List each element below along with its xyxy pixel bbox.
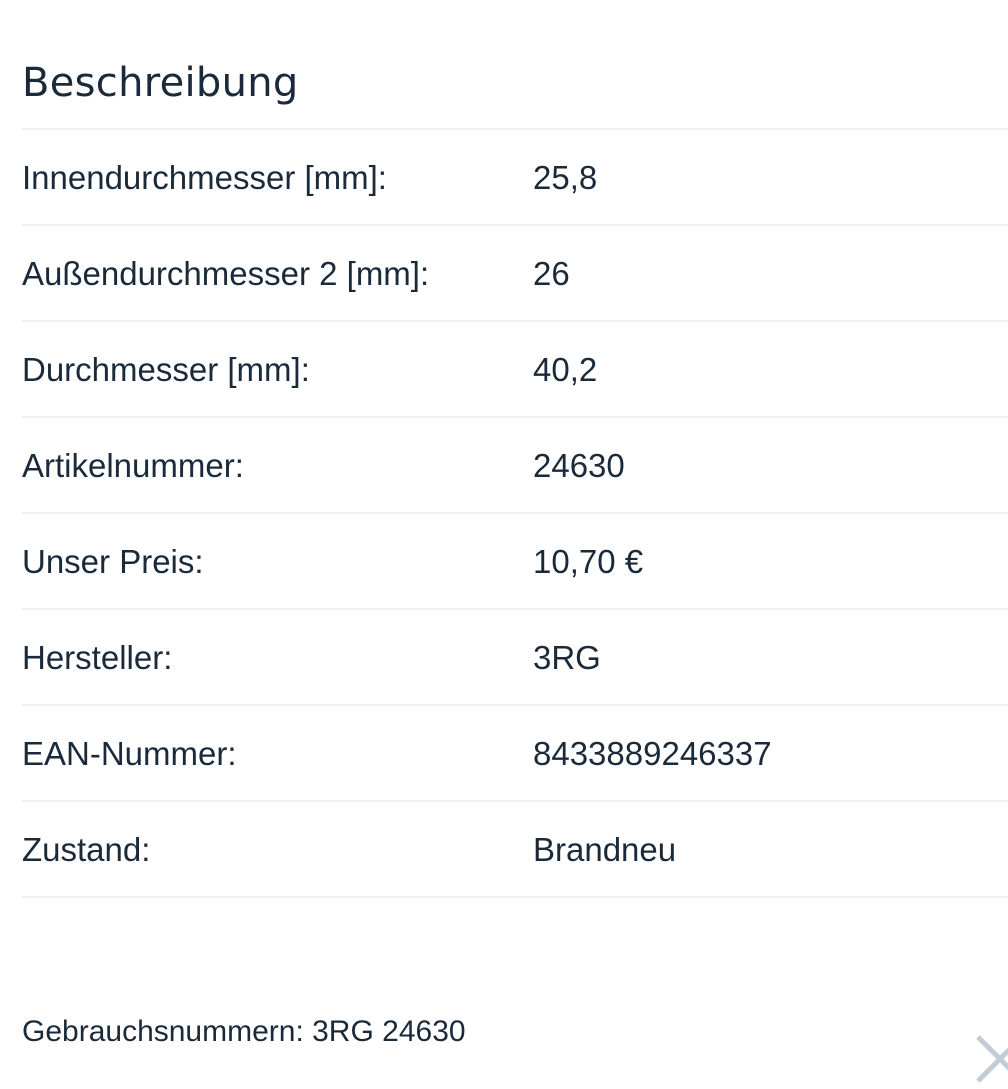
- spec-value: 40,2: [533, 351, 598, 388]
- spec-row-price: Unser Preis: 10,70 €: [22, 514, 1008, 610]
- spec-label: Artikelnummer:: [22, 447, 244, 484]
- spec-row-manufacturer: Hersteller: 3RG: [22, 610, 1008, 706]
- spec-row-diameter: Durchmesser [mm]: 40,2: [22, 322, 1008, 418]
- spec-row-outer-diameter-2: Außendurchmesser 2 [mm]: 26: [22, 226, 1008, 322]
- section-title: Beschreibung: [22, 60, 299, 106]
- spec-row-article-number: Artikelnummer: 24630: [22, 418, 1008, 514]
- spec-label: Außendurchmesser 2 [mm]:: [22, 255, 430, 292]
- spec-value: 24630: [533, 447, 625, 484]
- spec-table: Innendurchmesser [mm]: 25,8 Außendurchme…: [22, 128, 1008, 898]
- spec-label: EAN-Nummer:: [22, 735, 237, 772]
- spec-value: 8433889246337: [533, 735, 772, 772]
- spec-row-inner-diameter: Innendurchmesser [mm]: 25,8: [22, 130, 1008, 226]
- spec-value: Brandneu: [533, 831, 677, 868]
- spec-row-condition: Zustand: Brandneu: [22, 802, 1008, 898]
- spec-value: 26: [533, 255, 570, 292]
- close-icon[interactable]: [975, 1034, 1008, 1084]
- spec-label: Unser Preis:: [22, 543, 204, 580]
- usage-numbers: Gebrauchsnummern: 3RG 24630: [22, 1015, 466, 1048]
- spec-label: Innendurchmesser [mm]:: [22, 159, 387, 196]
- spec-value: 3RG: [533, 639, 601, 676]
- spec-label: Durchmesser [mm]:: [22, 351, 310, 388]
- spec-label: Zustand:: [22, 831, 151, 868]
- spec-value: 10,70 €: [533, 543, 644, 580]
- spec-value: 25,8: [533, 159, 598, 196]
- spec-row-ean: EAN-Nummer: 8433889246337: [22, 706, 1008, 802]
- spec-label: Hersteller:: [22, 639, 173, 676]
